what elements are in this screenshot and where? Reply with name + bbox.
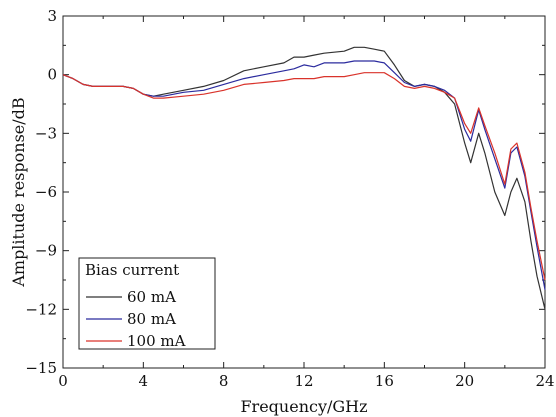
y-tick-label: −6 — [35, 183, 57, 201]
series-line-100ma — [62, 72, 546, 281]
y-tick-label: −3 — [35, 124, 57, 142]
legend-label-60ma: 60 mA — [127, 288, 176, 306]
x-tick-label: 16 — [375, 372, 394, 390]
y-axis-title: Amplitude response/dB — [9, 97, 28, 287]
legend-title: Bias current — [85, 261, 179, 279]
x-tick-label: 0 — [58, 372, 68, 390]
axis-ticks — [62, 15, 546, 369]
x-tick-label: 4 — [139, 372, 149, 390]
x-tick-label: 12 — [294, 372, 313, 390]
y-tick-label: −12 — [25, 300, 57, 318]
series-line-80ma — [62, 60, 546, 290]
y-tick-label: −9 — [35, 242, 57, 260]
x-tick-label: 8 — [219, 372, 229, 390]
y-tick-label: 0 — [47, 66, 57, 84]
legend-box — [78, 257, 216, 350]
legend-label-80ma: 80 mA — [127, 310, 176, 328]
legend-label-100ma: 100 mA — [127, 332, 186, 350]
x-tick-label: 24 — [535, 372, 554, 390]
y-tick-label: 3 — [47, 7, 57, 25]
series-lines — [62, 46, 546, 310]
x-axis-title: Frequency/GHz — [240, 397, 367, 416]
legend: Bias current 60 mA 80 mA 100 mA — [78, 257, 216, 350]
y-tick-label: −15 — [25, 359, 57, 377]
axis-tick-labels: 0 4 8 12 16 20 24 3 0 −3 −6 −9 −12 −15 — [25, 7, 554, 390]
x-tick-label: 20 — [455, 372, 474, 390]
